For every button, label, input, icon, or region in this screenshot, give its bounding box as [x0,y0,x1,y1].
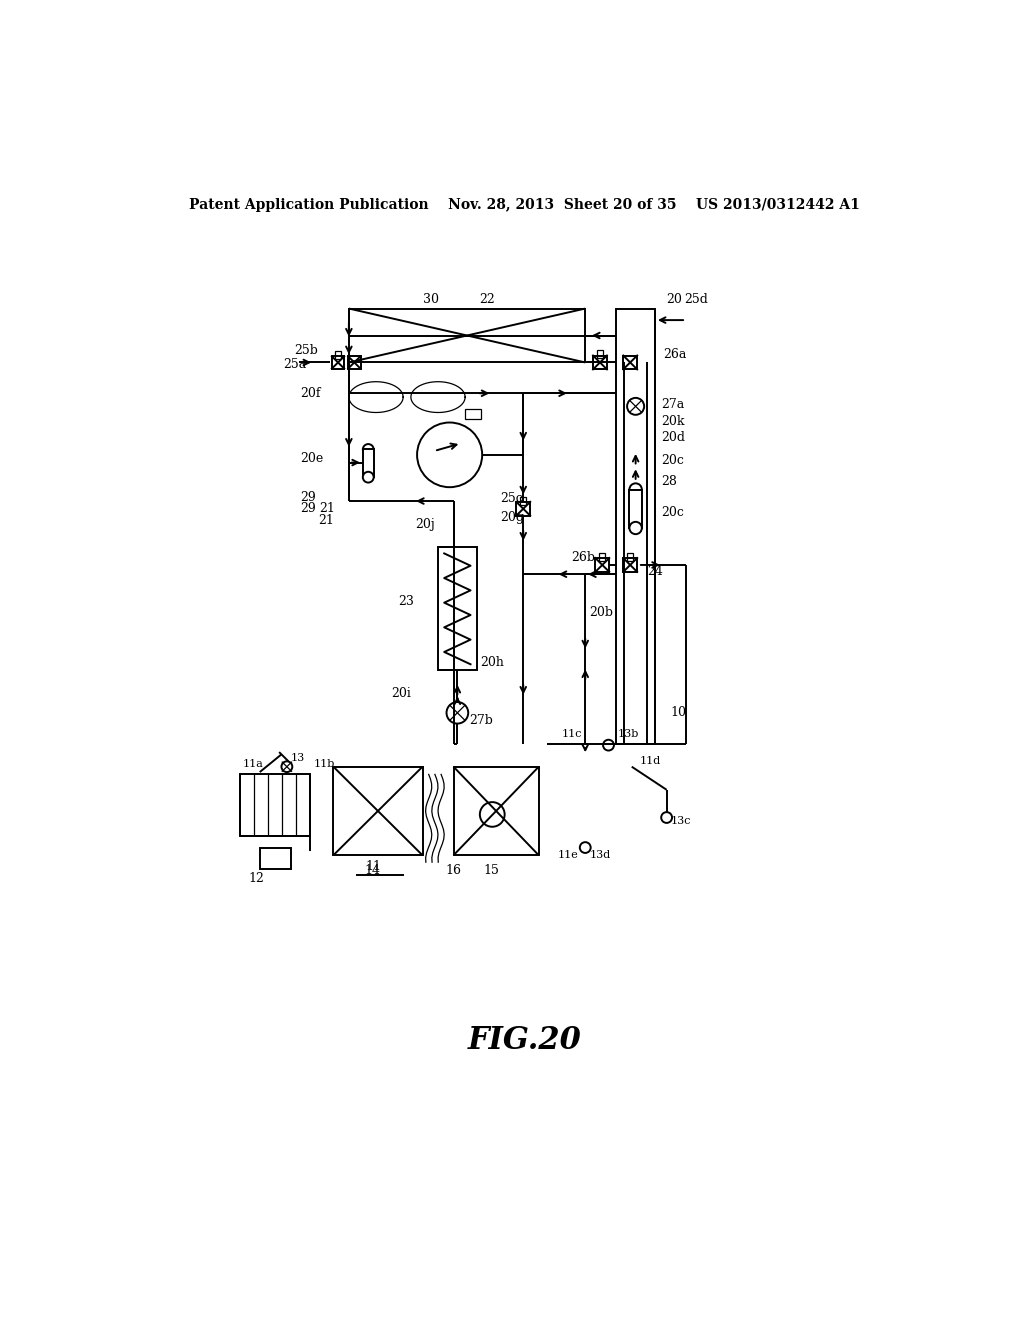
Text: 24: 24 [647,565,664,578]
Bar [520,498,526,506]
Text: 20g: 20g [500,511,524,524]
Text: 21: 21 [317,513,334,527]
Circle shape [630,483,642,495]
Bar [349,309,586,363]
Text: 28: 28 [662,475,677,488]
Bar [624,558,637,572]
Bar [332,356,344,368]
Text: 29: 29 [300,491,315,504]
Bar [630,490,642,528]
Text: 25b: 25b [294,345,317,358]
Text: 26a: 26a [663,348,686,362]
Text: 10: 10 [671,706,686,719]
Bar [348,356,360,368]
Text: 20h: 20h [480,656,505,669]
Text: 11c: 11c [562,730,583,739]
Text: 11b: 11b [314,759,336,770]
Circle shape [446,702,468,723]
Text: 11: 11 [366,861,382,874]
Text: 20c: 20c [662,506,684,519]
Text: 11d: 11d [640,755,660,766]
Bar [454,767,539,855]
Circle shape [480,803,505,826]
Text: 20b: 20b [589,606,613,619]
Bar [334,767,423,855]
Text: 13: 13 [291,754,305,763]
Text: 22: 22 [479,293,495,306]
Bar [627,553,633,561]
Bar [260,847,291,869]
Text: 27b: 27b [469,714,493,727]
Bar [335,351,341,359]
Text: 21: 21 [319,502,335,515]
Bar [599,553,605,561]
Text: 11a: 11a [243,759,263,770]
Circle shape [603,739,614,751]
Bar [616,309,655,743]
Bar [362,449,374,478]
Bar [241,775,310,836]
Text: 13b: 13b [617,730,639,739]
Bar [465,409,480,420]
Bar [438,548,477,671]
Text: 25a: 25a [283,358,306,371]
Bar [516,502,530,516]
Text: 26b: 26b [571,550,595,564]
Bar [597,350,603,358]
Circle shape [362,444,374,455]
Bar [624,355,637,370]
Bar [595,558,609,572]
Text: 13c: 13c [671,816,691,825]
Text: 15: 15 [483,865,499,878]
Text: 30: 30 [423,293,438,306]
Circle shape [282,762,292,772]
Text: 25c: 25c [500,492,522,506]
Text: FIG.20: FIG.20 [468,1024,582,1056]
Circle shape [662,812,672,822]
Text: 25d: 25d [684,293,709,306]
Text: 20j: 20j [415,517,434,531]
Circle shape [417,422,482,487]
Text: 12: 12 [248,871,264,884]
Text: 20: 20 [667,293,683,306]
Text: 20i: 20i [391,686,412,700]
Text: 29: 29 [300,502,315,515]
Text: 16: 16 [445,865,462,878]
Circle shape [627,397,644,414]
Text: 13d: 13d [590,850,611,861]
Circle shape [362,471,374,483]
Text: 20d: 20d [662,430,685,444]
Text: 20e: 20e [300,453,324,465]
Text: 20k: 20k [662,416,685,428]
Circle shape [580,842,591,853]
Text: 11e: 11e [558,850,579,861]
Text: 20c: 20c [662,454,684,467]
Text: 23: 23 [397,594,414,607]
Text: 20f: 20f [300,387,321,400]
Text: 27a: 27a [662,397,684,411]
Text: Patent Application Publication    Nov. 28, 2013  Sheet 20 of 35    US 2013/03124: Patent Application Publication Nov. 28, … [189,198,860,211]
Circle shape [630,521,642,535]
Text: 14: 14 [365,865,380,878]
Bar [593,355,607,370]
